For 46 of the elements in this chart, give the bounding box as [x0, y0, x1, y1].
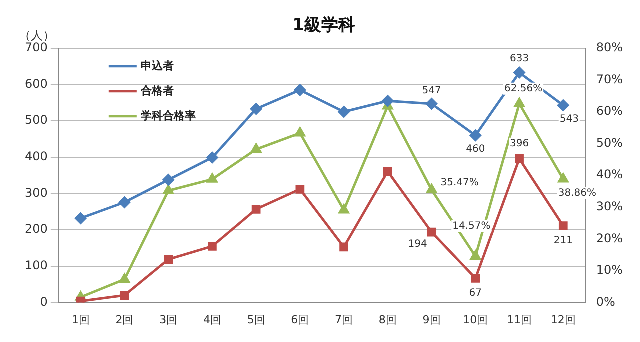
y-tick-label: 400: [25, 150, 48, 164]
y2-tick-label: 70%: [596, 72, 623, 86]
x-tick-label: 3回: [160, 313, 178, 326]
data-label: 547: [422, 86, 442, 97]
legend-label: 学科合格率: [140, 109, 196, 122]
x-tick-label: 7回: [335, 313, 354, 326]
x-tick-label: 8回: [378, 313, 397, 326]
y2-tick-label: 60%: [596, 104, 623, 118]
x-tick-label: 4回: [203, 313, 222, 326]
data-label: 543: [560, 114, 579, 126]
chart-title: 1級学科: [292, 16, 356, 36]
x-tick-label: 5回: [247, 313, 266, 326]
x-tick-label: 6回: [291, 313, 310, 326]
y-tick-label: 100: [25, 258, 48, 273]
legend-label: 申込者: [140, 59, 174, 72]
y2-tick-label: 50%: [596, 136, 623, 150]
y-axis-title: （人）: [18, 28, 55, 43]
x-tick-label: 12回: [550, 313, 576, 326]
y2-tick-label: 20%: [596, 231, 623, 246]
data-label: 633: [510, 53, 530, 64]
y2-tick-label: 0%: [596, 294, 616, 309]
data-label: 396: [510, 138, 530, 150]
x-tick-label: 2回: [116, 313, 134, 326]
y2-tick-label: 80%: [596, 40, 623, 55]
x-tick-label: 1回: [72, 313, 90, 326]
data-label: 67: [469, 288, 482, 300]
data-label: 14.57%: [452, 221, 491, 232]
y2-tick-label: 30%: [596, 200, 623, 214]
data-label: 194: [408, 238, 428, 250]
data-label: 38.86%: [558, 188, 596, 199]
x-tick-label: 11回: [507, 313, 532, 326]
y-tick-label: 0: [40, 294, 48, 309]
legend-label: 合格者: [140, 84, 174, 98]
y-tick-label: 300: [25, 186, 48, 200]
data-label: 62.56%: [504, 83, 543, 94]
y2-tick-label: 10%: [596, 263, 623, 278]
y-tick-label: 700: [25, 40, 48, 55]
data-label: 460: [466, 144, 486, 156]
y-tick-label: 200: [25, 222, 48, 236]
data-label: 211: [554, 236, 573, 247]
y2-tick-label: 40%: [596, 168, 623, 182]
data-label: 35.47%: [440, 178, 479, 189]
x-tick-label: 9回: [422, 313, 441, 326]
y-tick-label: 600: [25, 76, 48, 91]
y-tick-label: 500: [25, 113, 48, 128]
x-tick-label: 10回: [463, 313, 488, 326]
